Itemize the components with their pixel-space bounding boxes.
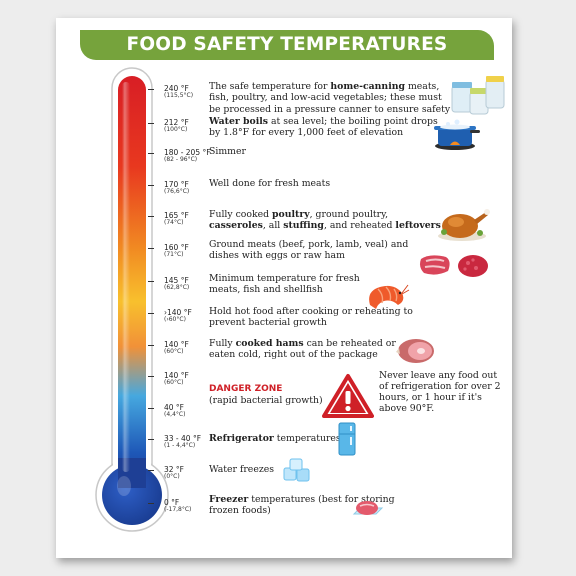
tick xyxy=(148,248,154,249)
temp-label: 145 °F (62,8°C) xyxy=(164,276,190,292)
description: Water boils at sea level; the boiling po… xyxy=(209,116,441,139)
ham-icon xyxy=(396,339,434,363)
body-text: temperatures xyxy=(273,433,341,444)
description: Refrigerator temperatures xyxy=(209,433,409,444)
poster-title: FOOD SAFETY TEMPERATURES xyxy=(80,30,494,60)
tick xyxy=(148,470,154,471)
body-text: meats, fish, poultry, and low-acid veget… xyxy=(209,81,451,115)
food-safety-poster: FOOD SAFETY TEMPERATURES xyxy=(56,18,512,558)
emphasis-text: Water boils xyxy=(209,116,268,127)
jars-icon xyxy=(451,76,505,115)
tick xyxy=(148,439,154,440)
refrigerator-icon xyxy=(338,422,356,456)
danger-zone-subtitle: (rapid bacterial growth) xyxy=(209,394,323,406)
thermometer-icon xyxy=(95,67,169,532)
body-text: Water freezes xyxy=(209,464,274,475)
temp-label: 33 - 40 °F (1 - 4,4°C) xyxy=(164,434,202,450)
temp-label: 165 °F (74°C) xyxy=(164,211,189,227)
body-text: Minimum temperature for fresh meats, fis… xyxy=(209,273,360,296)
tick xyxy=(148,185,154,186)
tick xyxy=(148,89,154,90)
roast-turkey-icon xyxy=(438,209,490,241)
tick xyxy=(148,313,154,314)
description: Water freezes xyxy=(209,464,409,475)
tick xyxy=(148,216,154,217)
frozen-meat-icon xyxy=(352,501,384,515)
temp-label: 180 - 205 °F (82 - 96°C) xyxy=(164,148,211,164)
body-text: Simmer xyxy=(209,146,246,157)
tick xyxy=(148,503,154,504)
body-text: Fully xyxy=(209,338,236,349)
body-text: Well done for fresh meats xyxy=(209,178,331,189)
tick xyxy=(148,408,154,409)
body-text: , and reheated xyxy=(323,220,396,232)
ice-cubes-icon xyxy=(283,458,310,482)
temp-label: 140 °F (60°C) xyxy=(164,340,189,356)
temp-label: 140 °F (60°C) xyxy=(164,371,189,387)
boiling-pot-icon xyxy=(434,119,480,150)
body-text: at sea level; the boiling point drops by… xyxy=(209,116,438,139)
tick xyxy=(148,376,154,377)
tick xyxy=(148,281,154,282)
shrimp-icon xyxy=(369,284,410,309)
danger-zone-label: DANGER ZONE (rapid bacterial growth) xyxy=(209,384,329,406)
description: Fully cooked hams can be reheated or eat… xyxy=(209,338,409,361)
body-text: can be reheated or eaten cold, right out… xyxy=(209,338,396,361)
emphasis-text: home-canning xyxy=(330,81,405,92)
emphasis-text: stuffing xyxy=(283,220,324,232)
body-text: , ground poultry, xyxy=(309,209,389,220)
description: Hold hot food after cooking or reheating… xyxy=(209,306,449,329)
description: Freezer temperatures (best for storing f… xyxy=(209,494,409,517)
body-text: The safe temperature for xyxy=(209,81,331,92)
emphasis-text: leftovers xyxy=(395,220,441,232)
tick xyxy=(148,345,154,346)
temp-label: 40 °F (4,4°C) xyxy=(164,403,186,419)
temp-label: 170 °F (76,6°C) xyxy=(164,180,190,196)
tick xyxy=(148,123,154,124)
temp-label: 212 °F (100°C) xyxy=(164,118,189,134)
tick xyxy=(148,153,154,154)
temp-label: ›140 °F (›60°C) xyxy=(164,308,192,324)
emphasis-text: Refrigerator xyxy=(209,433,274,444)
emphasis-text: poultry xyxy=(272,209,310,220)
body-text: , all xyxy=(262,220,284,232)
body-text: temperatures (best for storing frozen fo… xyxy=(209,494,395,517)
temp-label: 0 °F (-17,8°C) xyxy=(164,498,192,514)
warning-triangle-icon xyxy=(322,374,374,418)
description: Fully cooked poultry, ground poultry, ca… xyxy=(209,209,441,232)
description: Well done for fresh meats xyxy=(209,178,449,189)
temp-label: 32 °F (0°C) xyxy=(164,465,184,481)
description: The safe temperature for home-canning me… xyxy=(209,81,453,115)
temp-label: 240 °F (115,5°C) xyxy=(164,84,194,100)
emphasis-text: casseroles xyxy=(209,220,263,232)
danger-zone-note: Never leave any food out of refrigeratio… xyxy=(379,370,501,415)
description: Simmer xyxy=(209,146,449,157)
body-text: Fully cooked xyxy=(209,209,273,220)
description: Minimum temperature for fresh meats, fis… xyxy=(209,273,384,296)
danger-zone-title: DANGER ZONE xyxy=(209,384,283,394)
description: Ground meats (beef, pork, lamb, veal) an… xyxy=(209,239,419,262)
raw-meat-icon xyxy=(420,255,488,277)
body-text: Hold hot food after cooking or reheating… xyxy=(209,306,413,329)
emphasis-text: Freezer xyxy=(209,494,249,505)
temp-label: 160 °F (71°C) xyxy=(164,243,189,259)
emphasis-text: cooked hams xyxy=(235,338,304,349)
body-text: Ground meats (beef, pork, lamb, veal) an… xyxy=(209,239,409,262)
